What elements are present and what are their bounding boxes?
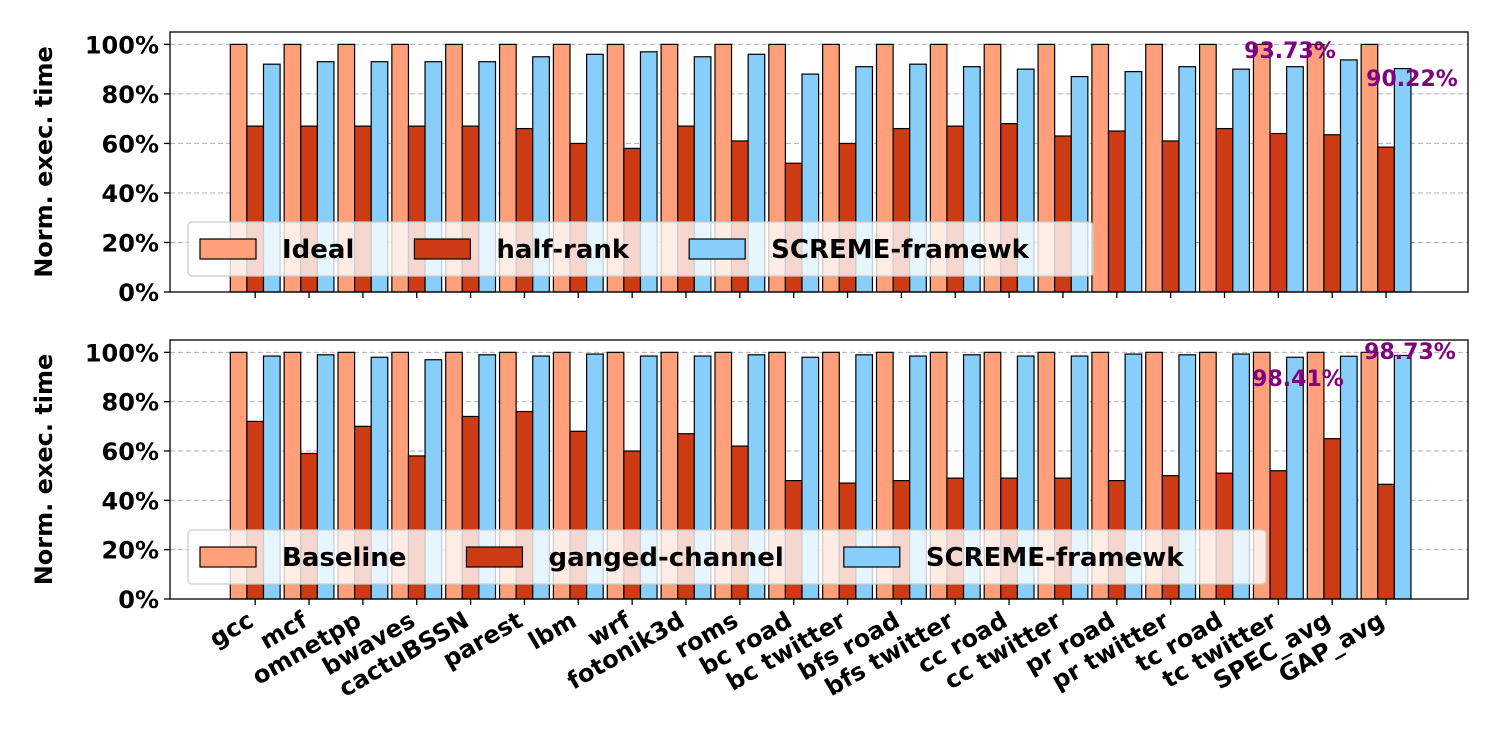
legend-swatch-ganged-channel bbox=[465, 546, 524, 568]
chart-panel-2: 0% 20% 40% 60% 80% 100% Norm. exec. time Baseli… bbox=[30, 339, 1469, 703]
x-tick-label-lbm: lbm bbox=[524, 606, 582, 655]
plot-frame bbox=[169, 31, 1469, 293]
legend-swatch-screme-framewk bbox=[688, 238, 746, 260]
bar-screme-framewk-tc-twitter bbox=[1286, 66, 1304, 293]
y-tick-label: 40% bbox=[102, 487, 159, 515]
bar-screme-framewk-pr-twitter bbox=[1178, 66, 1197, 293]
y-tick-label: 60% bbox=[102, 130, 159, 158]
annotation-gap-avg: 90.22% bbox=[1366, 67, 1458, 92]
y-tick-label: 60% bbox=[102, 438, 159, 466]
y-tick-label: 80% bbox=[102, 81, 159, 109]
legend-swatch-half-rank bbox=[413, 238, 471, 260]
legend: Ideal half-rank SCREME-framewk bbox=[187, 221, 1094, 277]
legend-label-screme-framewk: SCREME-framewk bbox=[771, 235, 1029, 265]
annotation-gap-avg: 98.73% bbox=[1364, 340, 1456, 365]
y-tick-label: 0% bbox=[118, 586, 159, 614]
bar-half-rank-gap-avg bbox=[1377, 146, 1395, 293]
legend: Baseline ganged-channel SCREME-framewk bbox=[187, 529, 1267, 585]
y-tick-label: 100% bbox=[85, 31, 159, 59]
plot-frame bbox=[169, 339, 1469, 600]
bar-screme-framewk-spec-avg bbox=[1339, 355, 1358, 600]
bar-screme-framewk-gap-avg bbox=[1393, 354, 1412, 600]
chart-panel-1: 0% 20% 40% 60% 80% 100% Norm. exec. time Ideal h… bbox=[30, 31, 1469, 307]
annotation-spec-avg: 93.73% bbox=[1244, 39, 1336, 64]
y-axis-label: Norm. exec. time bbox=[30, 46, 58, 278]
bar-ganged-channel-gap-avg bbox=[1377, 483, 1395, 600]
bar-half-rank-tc-road bbox=[1215, 127, 1234, 293]
legend-swatch-screme-framewk bbox=[843, 546, 901, 568]
legend-label-ganged-channel: ganged-channel bbox=[548, 543, 783, 573]
legend-label-half-rank: half-rank bbox=[496, 235, 629, 265]
bar-ideal-pr-twitter bbox=[1145, 43, 1163, 293]
y-tick-label: 80% bbox=[102, 389, 159, 417]
bar-ideal-spec-avg bbox=[1306, 43, 1325, 293]
bar-screme-framewk-gap-avg bbox=[1393, 67, 1412, 293]
y-tick-label: 0% bbox=[118, 279, 159, 307]
bar-ideal-tc-road bbox=[1198, 43, 1217, 293]
y-tick-label: 20% bbox=[102, 537, 159, 565]
y-axis-label: Norm. exec. time bbox=[30, 354, 58, 586]
bar-ideal-tc-twitter bbox=[1252, 43, 1271, 293]
bar-half-rank-pr-road bbox=[1107, 130, 1126, 293]
bar-ganged-channel-tc-twitter bbox=[1269, 470, 1288, 600]
legend-box bbox=[187, 221, 1094, 277]
legend-label-screme-framewk: SCREME-framewk bbox=[926, 543, 1184, 573]
bar-ganged-channel-spec-avg bbox=[1323, 438, 1342, 600]
y-tick-label: 40% bbox=[102, 180, 159, 208]
legend-swatch-ideal bbox=[199, 238, 257, 260]
bar-half-rank-pr-twitter bbox=[1161, 140, 1180, 293]
bar-screme-framewk-pr-road bbox=[1124, 71, 1143, 293]
legend-box bbox=[187, 529, 1267, 585]
bar-half-rank-spec-avg bbox=[1323, 134, 1342, 293]
bar-screme-framewk-tc-twitter bbox=[1286, 356, 1304, 600]
y-tick-label: 20% bbox=[102, 229, 159, 257]
bar-ideal-pr-road bbox=[1091, 43, 1110, 293]
legend-label-ideal: Ideal bbox=[282, 235, 354, 265]
y-tick-label: 100% bbox=[85, 339, 159, 367]
legend-label-baseline: Baseline bbox=[282, 543, 406, 573]
legend-swatch-baseline bbox=[199, 546, 257, 568]
bar-screme-framewk-tc-road bbox=[1232, 68, 1251, 293]
bar-half-rank-tc-twitter bbox=[1269, 132, 1288, 293]
bar-baseline-gap-avg bbox=[1360, 351, 1379, 600]
x-tick-label-gcc: gcc bbox=[205, 606, 259, 653]
bar-screme-framewk-spec-avg bbox=[1339, 59, 1358, 293]
annotation-spec-avg: 98.41% bbox=[1252, 367, 1344, 392]
